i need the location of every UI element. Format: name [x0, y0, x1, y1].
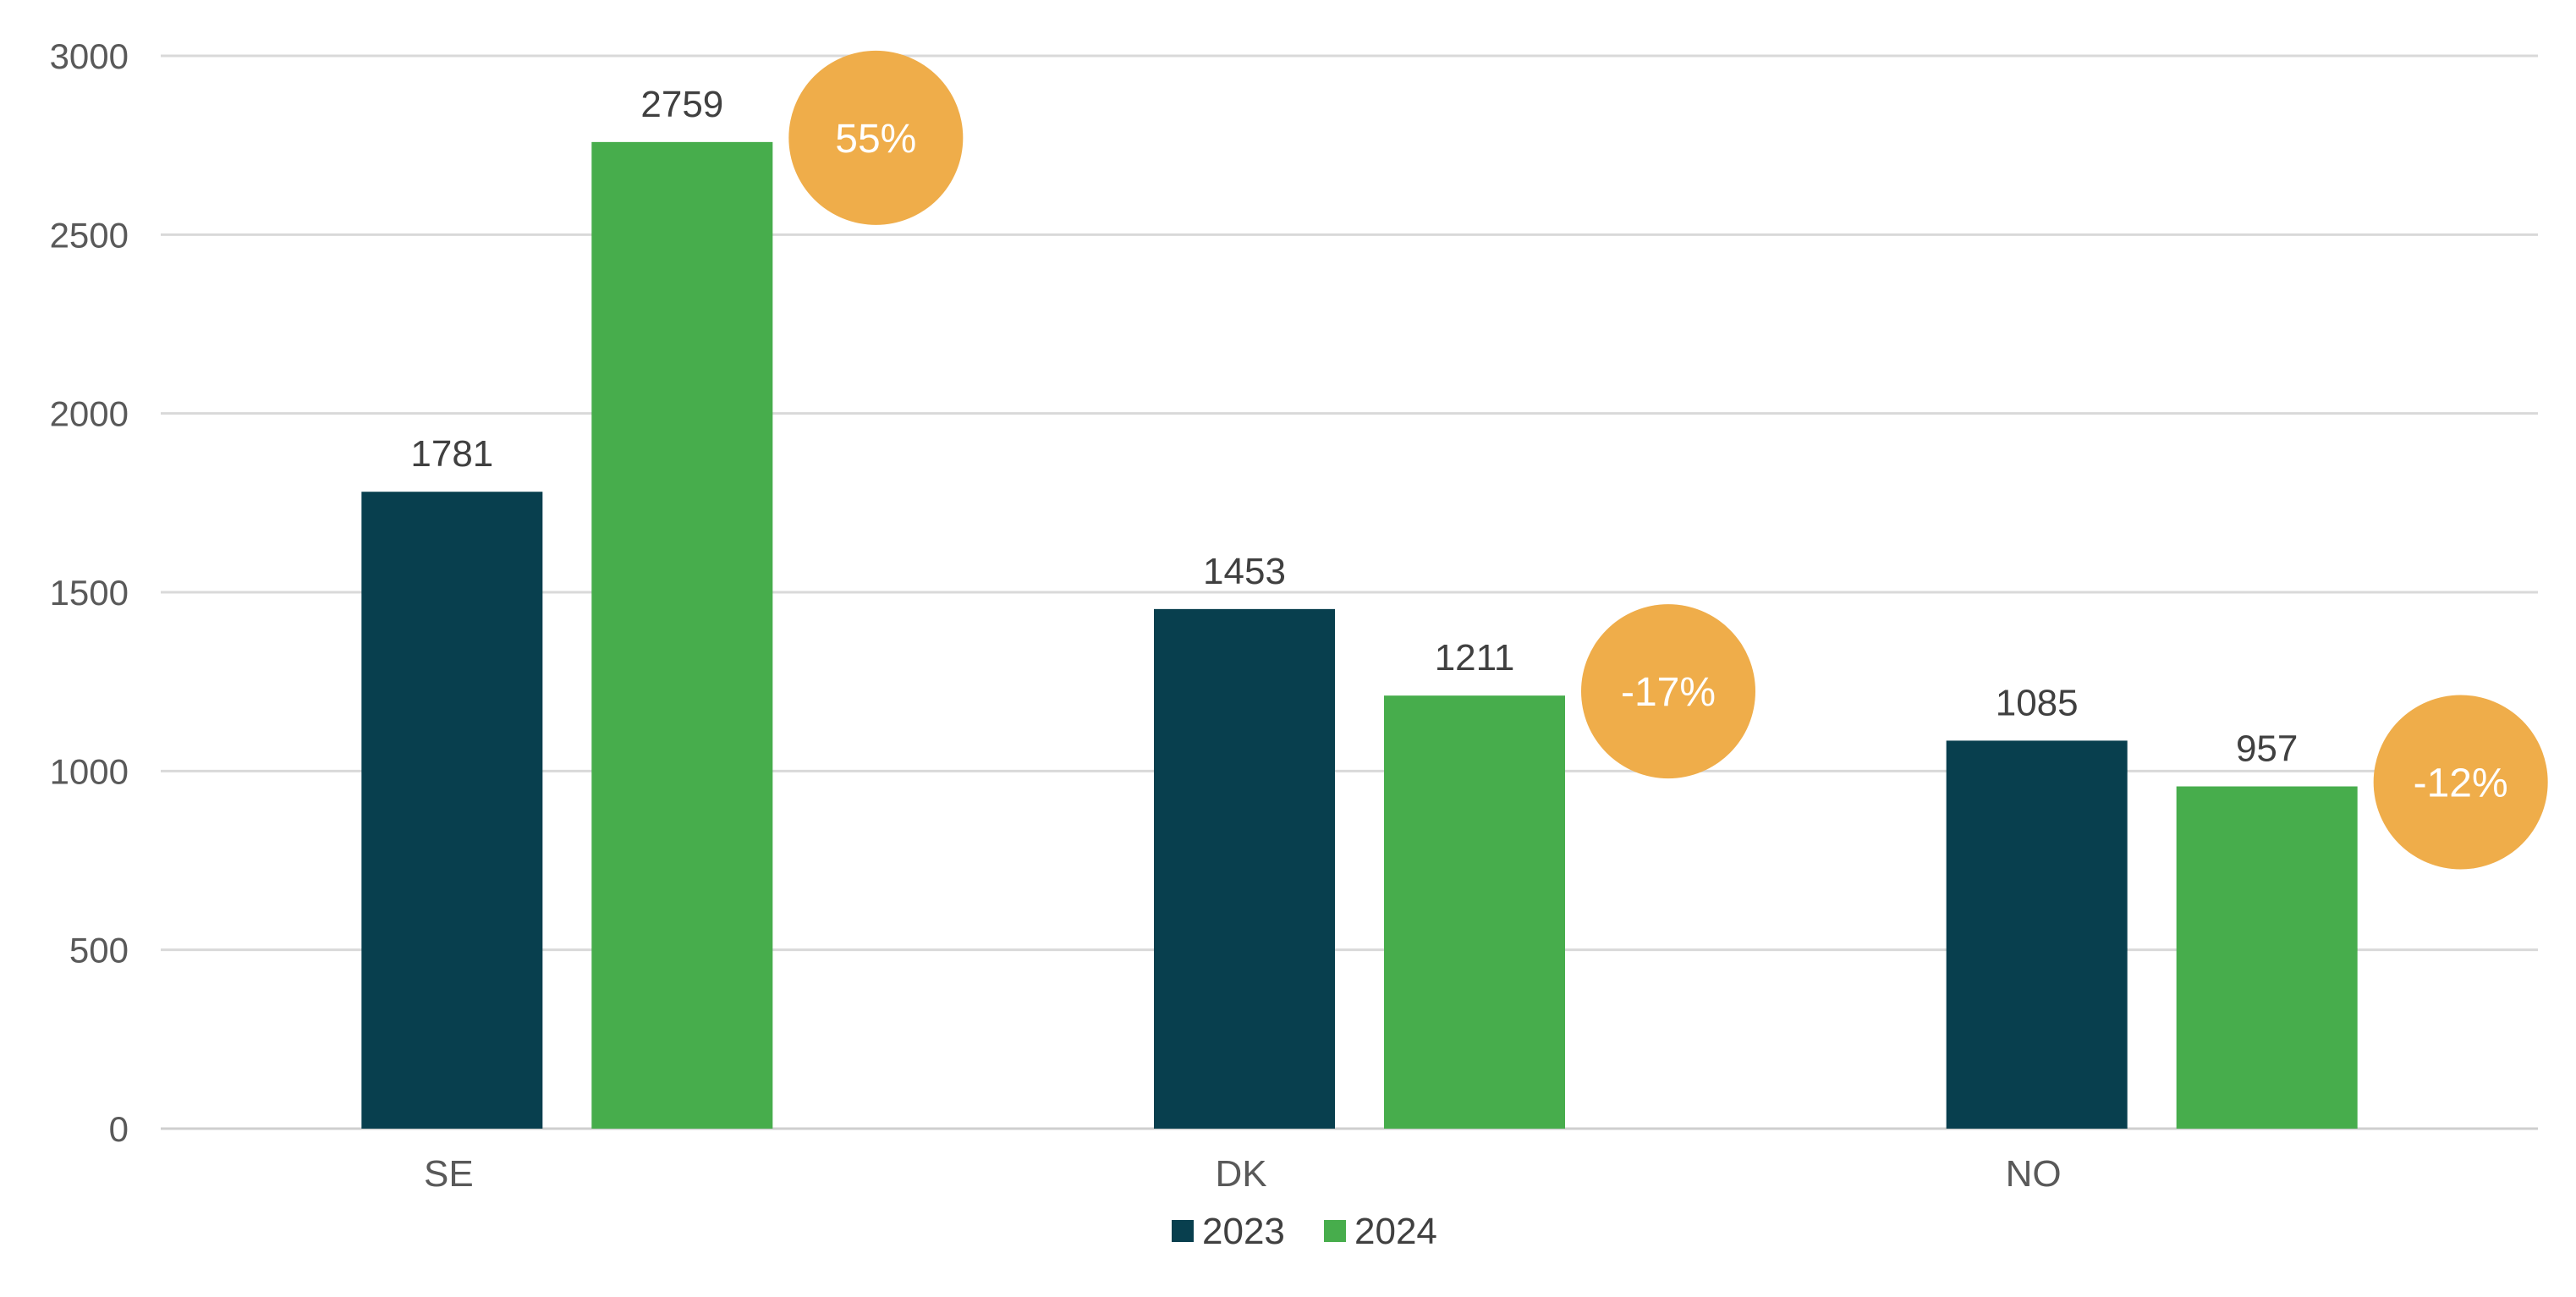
bar-2024-NO	[2176, 786, 2358, 1129]
y-tick-label: 1000	[50, 751, 129, 791]
data-label: 1085	[1996, 682, 2079, 723]
gridlines	[161, 54, 2538, 1130]
change-badges: 55% -17% -12%	[788, 50, 2548, 870]
x-axis-categories: SE DK NO	[424, 1153, 2062, 1195]
change-badge-label: 55%	[835, 117, 916, 162]
y-tick-label: 500	[69, 931, 129, 970]
y-tick-label: 2000	[50, 394, 129, 434]
change-badge-circle	[2373, 695, 2548, 870]
bar-2024-SE	[591, 141, 773, 1129]
y-tick-label: 2500	[50, 215, 129, 255]
bar-2024-DK	[1384, 695, 1565, 1129]
category-label: DK	[1215, 1153, 1266, 1195]
category-label: NO	[2006, 1153, 2062, 1195]
legend-swatch-2024	[1324, 1220, 1346, 1242]
category-label: SE	[424, 1153, 474, 1195]
change-badge-label: -12%	[2414, 761, 2508, 806]
data-labels: 1781 2759 1453 1211 1085 957	[410, 84, 2298, 770]
bars	[361, 141, 2358, 1129]
data-label: 957	[2236, 728, 2298, 770]
y-tick-label: 1500	[50, 573, 129, 613]
legend: 2023 2024	[1172, 1211, 1437, 1252]
y-tick-label: 3000	[50, 36, 129, 76]
y-tick-label: 0	[109, 1109, 129, 1149]
legend-swatch-2023	[1172, 1220, 1194, 1242]
change-badge-circle	[788, 50, 964, 225]
data-label: 2759	[640, 84, 723, 125]
data-label: 1453	[1203, 551, 1286, 592]
bar-2023-DK	[1154, 608, 1335, 1129]
bar-2023-SE	[361, 492, 543, 1129]
change-badge-label: -17%	[1621, 670, 1716, 715]
legend-label: 2024	[1354, 1211, 1437, 1252]
data-label: 1781	[410, 433, 493, 475]
y-axis-ticks: 0 500 1000 1500 2000 2500 3000	[50, 36, 129, 1149]
bar-2023-NO	[1946, 740, 2128, 1129]
change-badge-circle	[1581, 604, 1755, 779]
data-label: 1211	[1435, 637, 1515, 679]
legend-label: 2023	[1202, 1211, 1285, 1252]
